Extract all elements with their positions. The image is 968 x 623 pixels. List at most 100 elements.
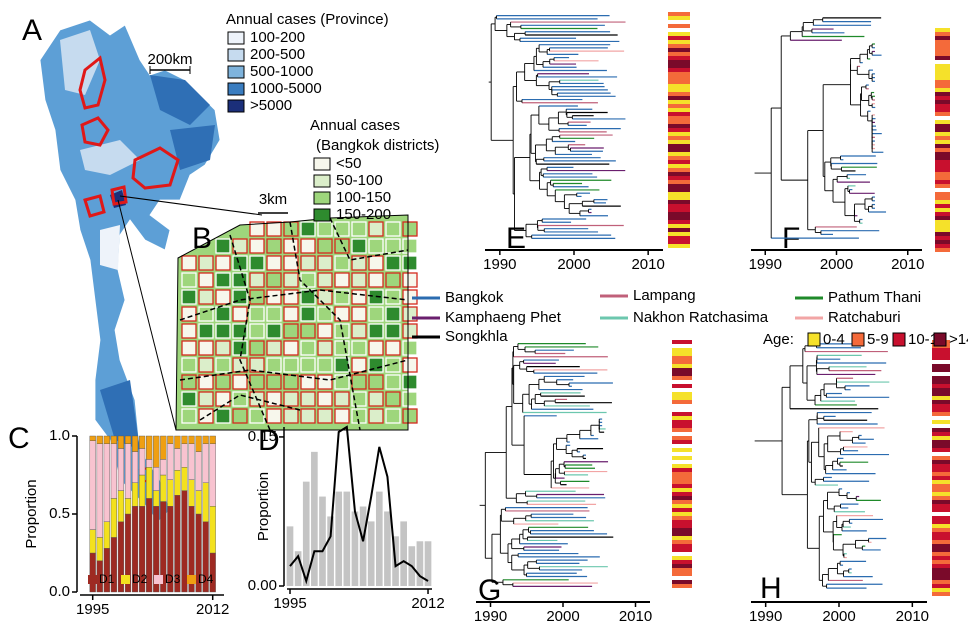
district-cell bbox=[335, 256, 349, 270]
legend-swatch bbox=[228, 32, 244, 44]
x-tick-label: 2000 bbox=[557, 256, 590, 273]
age-stripe bbox=[935, 28, 950, 32]
bar-segment bbox=[167, 436, 173, 444]
district-cell bbox=[386, 375, 400, 389]
district-cell bbox=[182, 290, 196, 304]
legend-label: 100-150 bbox=[336, 189, 391, 206]
age-stripe bbox=[935, 36, 950, 40]
district-cell bbox=[403, 222, 417, 236]
district-cell bbox=[182, 256, 196, 270]
district-cell bbox=[216, 290, 230, 304]
age-stripe bbox=[935, 112, 950, 116]
age-stripe bbox=[672, 564, 692, 568]
district-cell bbox=[386, 392, 400, 406]
age-stripe bbox=[935, 140, 950, 144]
district-cell bbox=[335, 273, 349, 287]
bar bbox=[311, 452, 318, 586]
age-stripe bbox=[668, 136, 690, 140]
age-stripe bbox=[668, 132, 690, 136]
age-stripe bbox=[935, 148, 950, 152]
age-stripe bbox=[932, 480, 950, 484]
bar-segment bbox=[196, 452, 202, 491]
panel-label: B bbox=[192, 222, 212, 255]
legend-swatch bbox=[121, 575, 130, 584]
age-stripe bbox=[668, 212, 690, 216]
x-tick-label: 2010 bbox=[631, 256, 664, 273]
district-cell bbox=[403, 341, 417, 355]
age-stripe bbox=[932, 400, 950, 404]
district-cell bbox=[284, 392, 298, 406]
district-cell bbox=[267, 239, 281, 253]
district-cell bbox=[267, 273, 281, 287]
legend-label: 1000-5000 bbox=[250, 80, 322, 97]
age-stripe bbox=[672, 516, 692, 520]
district-cell bbox=[267, 375, 281, 389]
age-stripe bbox=[935, 120, 950, 124]
district-cell bbox=[386, 273, 400, 287]
age-stripe bbox=[932, 408, 950, 412]
district-cell bbox=[284, 290, 298, 304]
age-stripe bbox=[668, 172, 690, 176]
bar-segment bbox=[189, 444, 195, 480]
legend-label: Lampang bbox=[633, 287, 696, 304]
age-stripe bbox=[932, 456, 950, 460]
district-cell bbox=[182, 358, 196, 372]
age-stripe bbox=[932, 380, 950, 384]
age-stripe bbox=[932, 532, 950, 536]
district-cell bbox=[250, 341, 264, 355]
bar bbox=[335, 492, 342, 586]
age-stripe bbox=[668, 108, 690, 112]
age-stripe bbox=[932, 392, 950, 396]
age-stripe bbox=[668, 40, 690, 44]
age-stripe bbox=[935, 48, 950, 52]
age-stripe bbox=[935, 132, 950, 136]
bar-segment bbox=[182, 491, 188, 592]
legend-label: >5000 bbox=[250, 97, 292, 114]
district-cell bbox=[216, 239, 230, 253]
district-cell bbox=[403, 392, 417, 406]
bar-segment bbox=[125, 436, 131, 444]
age-stripe bbox=[932, 440, 950, 444]
age-stripe bbox=[672, 360, 692, 364]
age-stripe bbox=[935, 108, 950, 112]
district-cell bbox=[182, 324, 196, 338]
district-cell bbox=[250, 307, 264, 321]
legend-label: Kamphaeng Phet bbox=[445, 309, 562, 326]
district-cell bbox=[352, 375, 366, 389]
age-stripe bbox=[935, 180, 950, 184]
age-stripe bbox=[668, 188, 690, 192]
district-cell bbox=[318, 239, 332, 253]
x-tick-label: 1990 bbox=[749, 256, 782, 273]
age-stripe bbox=[672, 520, 692, 524]
age-stripe bbox=[935, 244, 950, 248]
district-cell bbox=[250, 273, 264, 287]
age-stripe bbox=[668, 52, 690, 56]
age-stripe bbox=[932, 492, 950, 496]
bar bbox=[344, 492, 351, 586]
legend-title: Annual cases bbox=[310, 117, 400, 134]
district-cell bbox=[386, 324, 400, 338]
bar-segment bbox=[175, 436, 181, 448]
district-cell bbox=[352, 273, 366, 287]
district-cell bbox=[352, 307, 366, 321]
district-cell bbox=[352, 222, 366, 236]
x-tick-label: 1990 bbox=[749, 608, 782, 623]
age-stripe bbox=[935, 196, 950, 200]
legend-swatch bbox=[314, 158, 330, 170]
district-cell bbox=[199, 273, 213, 287]
age-stripe bbox=[668, 100, 690, 104]
age-stripe bbox=[668, 124, 690, 128]
province-region bbox=[100, 225, 120, 270]
age-stripe bbox=[932, 556, 950, 560]
district-cell bbox=[199, 392, 213, 406]
x-tick-label: 2000 bbox=[820, 256, 853, 273]
age-stripe bbox=[672, 484, 692, 488]
age-stripe bbox=[932, 500, 950, 504]
legend-label: Pathum Thani bbox=[828, 289, 921, 306]
age-stripe bbox=[668, 160, 690, 164]
district-cell bbox=[233, 409, 247, 423]
age-stripe bbox=[672, 372, 692, 376]
age-stripe bbox=[672, 448, 692, 452]
district-cell bbox=[284, 341, 298, 355]
age-stripe bbox=[668, 144, 690, 148]
